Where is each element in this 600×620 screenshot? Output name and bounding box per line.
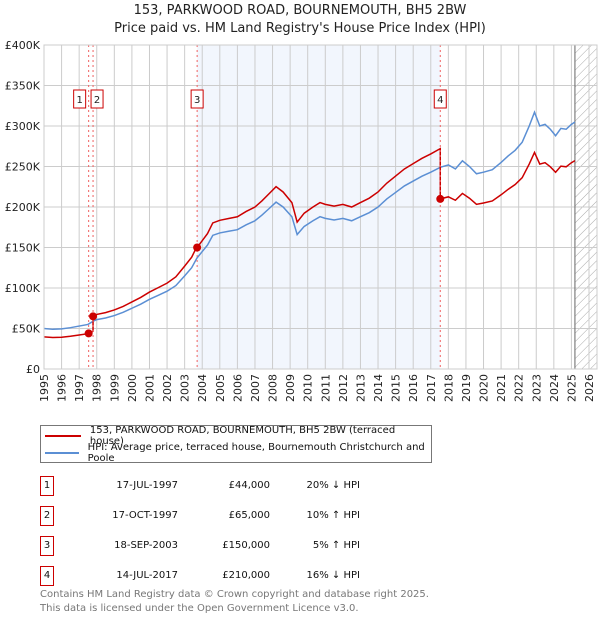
chart-title: 153, PARKWOOD ROAD, BOURNEMOUTH, BH5 2BW bbox=[133, 3, 467, 18]
y-tick-label: £250K bbox=[5, 161, 41, 174]
x-tick-label: 1995 bbox=[38, 374, 51, 402]
x-tick-label: 2007 bbox=[249, 374, 262, 402]
y-tick-label: £0 bbox=[26, 363, 40, 376]
sales-table-row: 2 17-OCT-1997 £65,000 10% ↑ HPI bbox=[40, 506, 440, 526]
x-tick-label: 2004 bbox=[196, 374, 209, 402]
x-tick-label: 2026 bbox=[583, 374, 596, 402]
footer-licence: This data is licensed under the Open Gov… bbox=[40, 603, 359, 614]
footer-copyright: Contains HM Land Registry data © Crown c… bbox=[40, 589, 429, 600]
legend-property-label: 153, PARKWOOD ROAD, BOURNEMOUTH, BH5 2BW… bbox=[89, 425, 396, 447]
x-tick-label: 2023 bbox=[530, 374, 543, 402]
sale-point-3 bbox=[193, 243, 202, 252]
plot-area: 1995 1996 1997 1998 1999 2000 2001 2002 2003 2004… bbox=[5, 39, 598, 402]
sale-price: £150,000 bbox=[222, 540, 270, 551]
sales-table-row: 1 17-JUL-1997 £44,000 20% ↓ HPI bbox=[40, 476, 440, 496]
y-tick-label: £150K bbox=[5, 242, 41, 255]
x-tick-label: 2008 bbox=[267, 374, 280, 402]
sale-marker-box-3 bbox=[190, 89, 204, 109]
x-tick-label: 2003 bbox=[179, 374, 192, 402]
sale-price: £44,000 bbox=[228, 480, 270, 491]
x-tick-label: 2015 bbox=[390, 374, 403, 402]
x-tick-label: 2018 bbox=[442, 374, 455, 402]
y-tick-label: £350K bbox=[5, 80, 41, 93]
x-tick-label: 2006 bbox=[231, 374, 244, 402]
sale-price: £210,000 bbox=[222, 570, 270, 581]
x-tick-label: 2016 bbox=[407, 374, 420, 402]
sale-marker-label-2: 2 bbox=[94, 95, 100, 106]
sales-table-row: 4 14-JUL-2017 £210,000 16% ↓ HPI bbox=[40, 566, 440, 586]
sale-marker-label-1: 1 bbox=[76, 95, 82, 106]
y-tick-label: £100K bbox=[5, 282, 41, 295]
plot-border bbox=[43, 44, 598, 370]
x-tick-label: 2024 bbox=[548, 374, 561, 402]
sale-hpi-diff: 10% ↑ HPI bbox=[306, 510, 360, 521]
x-tick-label: 2002 bbox=[161, 374, 174, 402]
x-tick-label: 2025 bbox=[565, 374, 578, 402]
x-tick-label: 2001 bbox=[143, 374, 156, 402]
x-tick-label: 2009 bbox=[284, 374, 297, 402]
x-tick-label: 2000 bbox=[126, 374, 139, 402]
sale-number: 3 bbox=[40, 536, 54, 556]
sale-marker-label-4: 4 bbox=[437, 95, 443, 106]
x-tick-label: 1998 bbox=[91, 374, 104, 402]
y-tick-label: £300K bbox=[5, 120, 41, 133]
sale-date: 14-JUL-2017 bbox=[116, 570, 178, 581]
sale-price: £65,000 bbox=[228, 510, 270, 521]
sale-marker-label-3: 3 bbox=[194, 95, 200, 106]
sale-number: 1 bbox=[40, 476, 54, 496]
y-tick-label: £200K bbox=[5, 201, 41, 214]
legend: 153, PARKWOOD ROAD, BOURNEMOUTH, BH5 2BW… bbox=[40, 425, 432, 464]
sale-hpi-diff: 5% ↑ HPI bbox=[312, 540, 360, 551]
legend-property-swatch bbox=[45, 435, 81, 437]
legend-hpi-swatch bbox=[45, 452, 79, 454]
legend-hpi-label: HPI: Average price, terraced house, Bour… bbox=[87, 442, 425, 464]
sale-hpi-diff: 20% ↓ HPI bbox=[306, 480, 360, 491]
sale-marker-box-2 bbox=[90, 89, 104, 109]
y-tick-label: £50K bbox=[12, 323, 41, 336]
sale-hpi-diff: 16% ↓ HPI bbox=[306, 570, 360, 581]
x-tick-label: 2011 bbox=[319, 374, 332, 402]
x-tick-label: 2012 bbox=[337, 374, 350, 402]
x-tick-label: 2014 bbox=[372, 374, 385, 402]
sale-date: 18-SEP-2003 bbox=[114, 540, 178, 551]
x-tick-label: 2021 bbox=[495, 374, 508, 402]
x-tick-label: 1999 bbox=[108, 374, 121, 402]
x-tick-label: 2017 bbox=[425, 374, 438, 402]
sale-point-2 bbox=[89, 312, 98, 321]
sale-marker-box-4 bbox=[433, 89, 447, 109]
hpi-line bbox=[43, 110, 576, 331]
property-price-line bbox=[43, 147, 576, 339]
x-tick-label: 2020 bbox=[478, 374, 491, 402]
sale-date: 17-OCT-1997 bbox=[112, 510, 178, 521]
sale-point-1 bbox=[84, 329, 93, 338]
x-tick-label: 2010 bbox=[302, 374, 315, 402]
sale-point-4 bbox=[436, 194, 445, 203]
x-tick-label: 2019 bbox=[460, 374, 473, 402]
x-tick-label: 2005 bbox=[214, 374, 227, 402]
y-tick-label: £400K bbox=[5, 39, 41, 52]
sale-marker-box-1 bbox=[73, 89, 87, 109]
sales-table-row: 3 18-SEP-2003 £150,000 5% ↑ HPI bbox=[40, 536, 440, 556]
x-tick-label: 1997 bbox=[73, 374, 86, 402]
x-tick-label: 2022 bbox=[513, 374, 526, 402]
chart-subtitle: Price paid vs. HM Land Registry's House … bbox=[114, 21, 486, 36]
sale-number: 4 bbox=[40, 566, 54, 586]
x-tick-label: 2013 bbox=[354, 374, 367, 402]
x-tick-label: 1996 bbox=[56, 374, 69, 402]
sale-date: 17-JUL-1997 bbox=[116, 480, 178, 491]
sale-number: 2 bbox=[40, 506, 54, 526]
